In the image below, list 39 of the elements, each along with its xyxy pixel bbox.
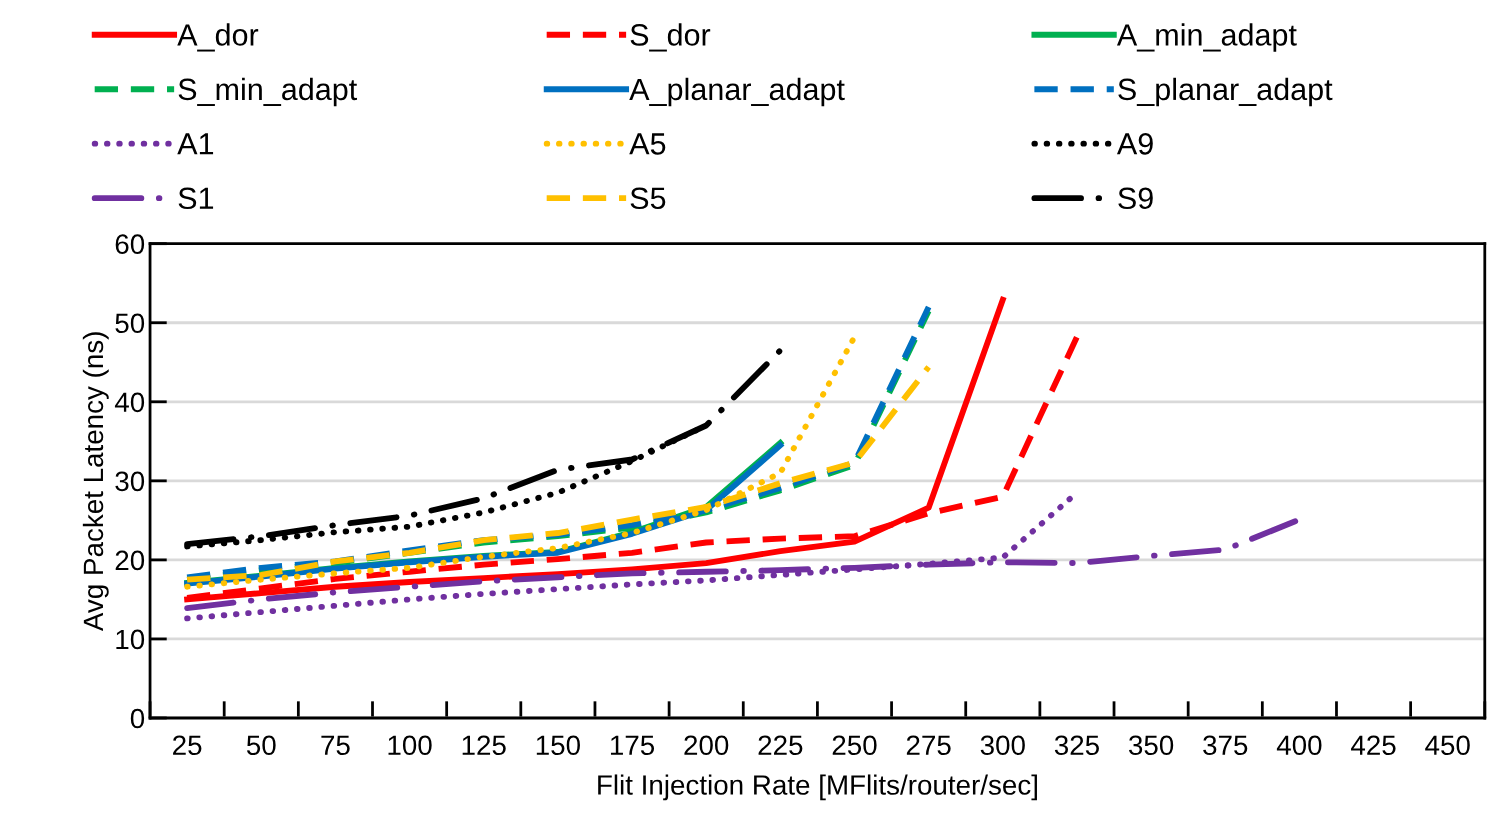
x-tick-label: 125 [462,735,506,756]
legend-label: A9 [1116,133,1153,155]
y-tick-label: 10 [116,629,145,650]
x-tick-label: 100 [388,735,432,756]
x-tick-label: 75 [321,735,350,756]
x-tick-label: 350 [1128,735,1174,756]
legend-label: A1 [177,133,214,155]
legend-label: S_min_adapt [178,77,358,107]
x-tick-label: 325 [1054,735,1099,756]
y-tick-label: 60 [115,234,145,255]
y-tick-label: 20 [115,550,145,571]
y-tick-label: 30 [115,471,145,492]
x-tick-label: 225 [758,735,803,756]
x-tick-label: 150 [536,735,580,756]
legend-label: S_dor [630,23,711,52]
x-tick-label: 25 [173,735,202,756]
legend-label: A_planar_adapt [629,77,845,107]
x-tick-label: 400 [1276,735,1322,756]
x-tick-label: 300 [980,735,1025,756]
y-axis-title: Avg Packet Latency (ns) [82,332,109,632]
legend-label: S_planar_adapt [1118,77,1333,107]
legend-label: A5 [629,133,666,155]
x-tick-label: 425 [1351,735,1396,756]
legend-label: A_dor [177,23,259,52]
y-tick-label: 40 [114,392,145,413]
legend-label: S5 [630,187,666,210]
legend-label: A_min_adapt [1116,23,1297,52]
x-tick-label: 200 [684,735,729,756]
x-tick-label: 175 [610,735,655,756]
x-tick-label: 50 [246,735,276,756]
x-tick-label: 275 [906,735,951,756]
x-tick-label: 450 [1425,735,1470,756]
legend-label: S1 [178,187,214,210]
legend-label: S9 [1118,187,1153,210]
x-tick-label: 250 [832,735,877,756]
y-tick-label: 50 [115,313,145,334]
x-axis-title: Flit Injection Rate [MFlits/router/sec] [598,774,1037,801]
x-tick-label: 375 [1203,735,1248,756]
y-tick-label: 0 [130,708,145,729]
